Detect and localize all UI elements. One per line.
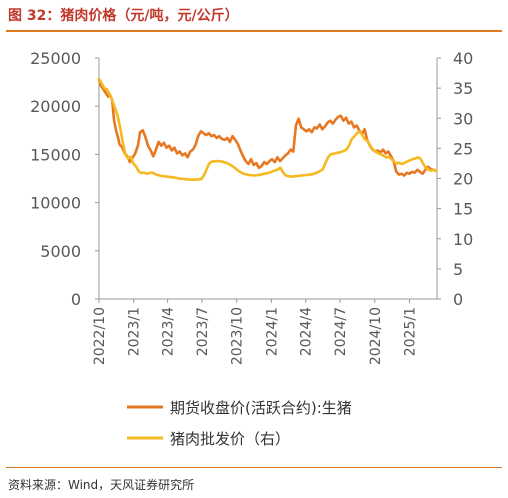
x-tick-label: 2023/7: [195, 307, 211, 356]
x-tick-label: 2023/1: [127, 307, 143, 356]
x-tick-label: 2022/10: [92, 307, 108, 365]
source-divider: [6, 467, 502, 468]
x-axis-ticks: 2022/10 2023/1 2023/4 2023/7 2023/10 2024/1 20…: [92, 299, 418, 365]
x-tick-label: 2023/4: [161, 307, 177, 356]
x-tick-label: 2024/10: [368, 307, 384, 365]
right-tick-label: 20: [453, 170, 473, 189]
left-tick-label: 10000: [30, 194, 81, 213]
right-tick-label: 40: [453, 49, 473, 68]
x-tick-label: 2024/1: [264, 307, 280, 356]
left-tick-label: 5000: [40, 242, 81, 261]
x-tick-label: 2024/4: [299, 307, 315, 356]
legend-label: 猪肉批发价（右）: [170, 430, 290, 448]
legend-label: 期货收盘价(活跃合约):生猪: [170, 399, 352, 417]
left-tick-label: 0: [71, 290, 81, 309]
right-axis-ticks: 0 5 10 15 20 25 30 35 40: [437, 49, 473, 309]
left-axis-ticks: 0 5000 10000 15000 20000 25000: [30, 49, 99, 309]
source-note: 资料来源：Wind，天风证券研究所: [8, 478, 195, 492]
figure-title: 图 32：猪肉价格（元/吨，元/公斤）: [8, 8, 239, 24]
right-tick-label: 25: [453, 139, 473, 158]
x-tick-label: 2024/7: [333, 307, 349, 356]
futures-price-line: [97, 77, 438, 177]
title-divider: [6, 30, 502, 32]
x-tick-label: 2023/10: [230, 307, 246, 365]
right-tick-label: 0: [453, 290, 463, 309]
x-tick-label: 2025/1: [402, 307, 418, 356]
right-tick-label: 30: [453, 109, 473, 128]
wholesale-price-line: [97, 77, 438, 181]
left-tick-label: 25000: [30, 49, 81, 68]
axes-group: [98, 58, 438, 300]
right-tick-label: 35: [453, 79, 473, 98]
right-tick-label: 10: [453, 230, 473, 249]
right-tick-label: 15: [453, 200, 473, 219]
left-tick-label: 15000: [30, 145, 81, 164]
right-tick-label: 5: [453, 260, 463, 279]
left-tick-label: 20000: [30, 97, 81, 116]
series-lines: [97, 77, 438, 181]
